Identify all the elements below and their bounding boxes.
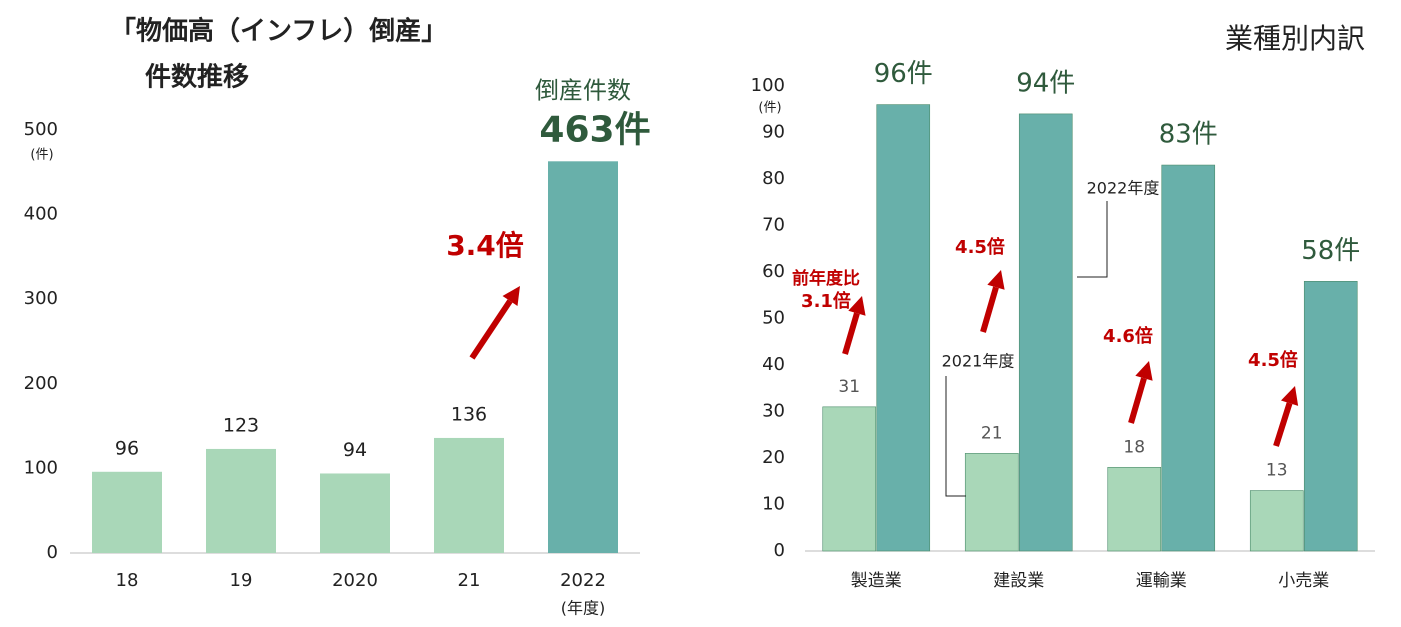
arrow-head [1135, 361, 1153, 381]
callout-line [1077, 201, 1108, 278]
y-unit: (件) [30, 148, 53, 163]
data-label: 123 [223, 414, 259, 436]
bar [1303, 280, 1358, 552]
data-label: 463件 [539, 109, 650, 150]
y-tick-label: 400 [24, 204, 58, 225]
x-tick-label: 18 [116, 570, 139, 591]
y-tick-label: 80 [762, 168, 785, 189]
y-tick-label: 0 [774, 540, 785, 561]
data-label: 94 [343, 439, 367, 461]
x-tick-label: 運輸業 [1136, 571, 1187, 591]
data-label: 136 [451, 403, 487, 425]
y-tick-label: 50 [762, 308, 785, 329]
x-tick-label: 2022 [560, 570, 606, 591]
y-tick-label: 100 [751, 75, 785, 96]
bar [964, 453, 1019, 552]
data-label: 18 [1123, 437, 1145, 457]
y-tick-label: 500 [24, 119, 58, 140]
y-tick-label: 200 [24, 373, 58, 394]
bar [548, 161, 618, 553]
callout-line [945, 376, 966, 497]
y-tick-label: 300 [24, 288, 58, 309]
bar [434, 437, 504, 553]
annotation: 3.4倍 [446, 229, 524, 262]
data-label: 83件 [1159, 120, 1218, 150]
y-tick-label: 60 [762, 261, 785, 282]
x-tick-label: 21 [458, 570, 481, 591]
x-tick-label: 2020 [332, 570, 378, 591]
annotation: 前年度比 [792, 268, 860, 289]
y-tick-label: 20 [762, 447, 785, 468]
y-unit: (件) [758, 101, 781, 116]
arrow-head [502, 286, 520, 306]
bar [1018, 113, 1073, 552]
chart-subtitle: 件数推移 [145, 63, 249, 93]
data-label: 31 [838, 377, 860, 397]
data-label: 96件 [874, 59, 933, 89]
data-label: 13 [1266, 461, 1288, 481]
y-tick-label: 30 [762, 401, 785, 422]
y-tick-label: 100 [24, 457, 58, 478]
bar [206, 448, 276, 553]
x-tick-label: 小売業 [1278, 571, 1329, 591]
bar [1161, 164, 1216, 552]
data-label: 58件 [1301, 236, 1360, 266]
y-tick-label: 40 [762, 354, 785, 375]
data-label: 96 [115, 437, 139, 459]
bar [1249, 490, 1304, 552]
bar [822, 406, 877, 552]
annotation: 倒産件数 [535, 76, 631, 104]
legend-label: 2021年度 [942, 352, 1015, 371]
arrow [980, 286, 999, 333]
chart-title: 「物価高（インフレ）倒産」 [110, 16, 447, 47]
bar [320, 473, 390, 553]
data-label: 21 [981, 423, 1003, 443]
annotation: 4.6倍 [1103, 325, 1153, 347]
arrow-head [848, 296, 866, 316]
bar [1107, 466, 1162, 552]
arrow [469, 299, 513, 360]
y-tick-label: 10 [762, 494, 785, 515]
annotation: (年度) [561, 599, 606, 618]
y-tick-label: 70 [762, 215, 785, 236]
bar [92, 471, 162, 553]
data-label: 94件 [1016, 68, 1075, 98]
annotation: 3.1倍 [801, 290, 851, 312]
annotation: 4.5倍 [1248, 349, 1298, 371]
chart-title: 業種別内訳 [1225, 22, 1365, 55]
arrow-head [987, 270, 1005, 290]
arrow-head [1280, 386, 1299, 406]
annotation: 4.5倍 [955, 236, 1005, 258]
legend-label: 2022年度 [1087, 179, 1160, 198]
arrow [842, 312, 860, 355]
y-tick-label: 0 [47, 542, 58, 563]
arrow [1273, 402, 1293, 447]
arrow [1128, 377, 1147, 424]
x-tick-label: 製造業 [851, 571, 902, 591]
x-tick-label: 19 [230, 570, 253, 591]
y-tick-label: 90 [762, 122, 785, 143]
bar [876, 104, 931, 552]
x-tick-label: 建設業 [993, 571, 1044, 591]
